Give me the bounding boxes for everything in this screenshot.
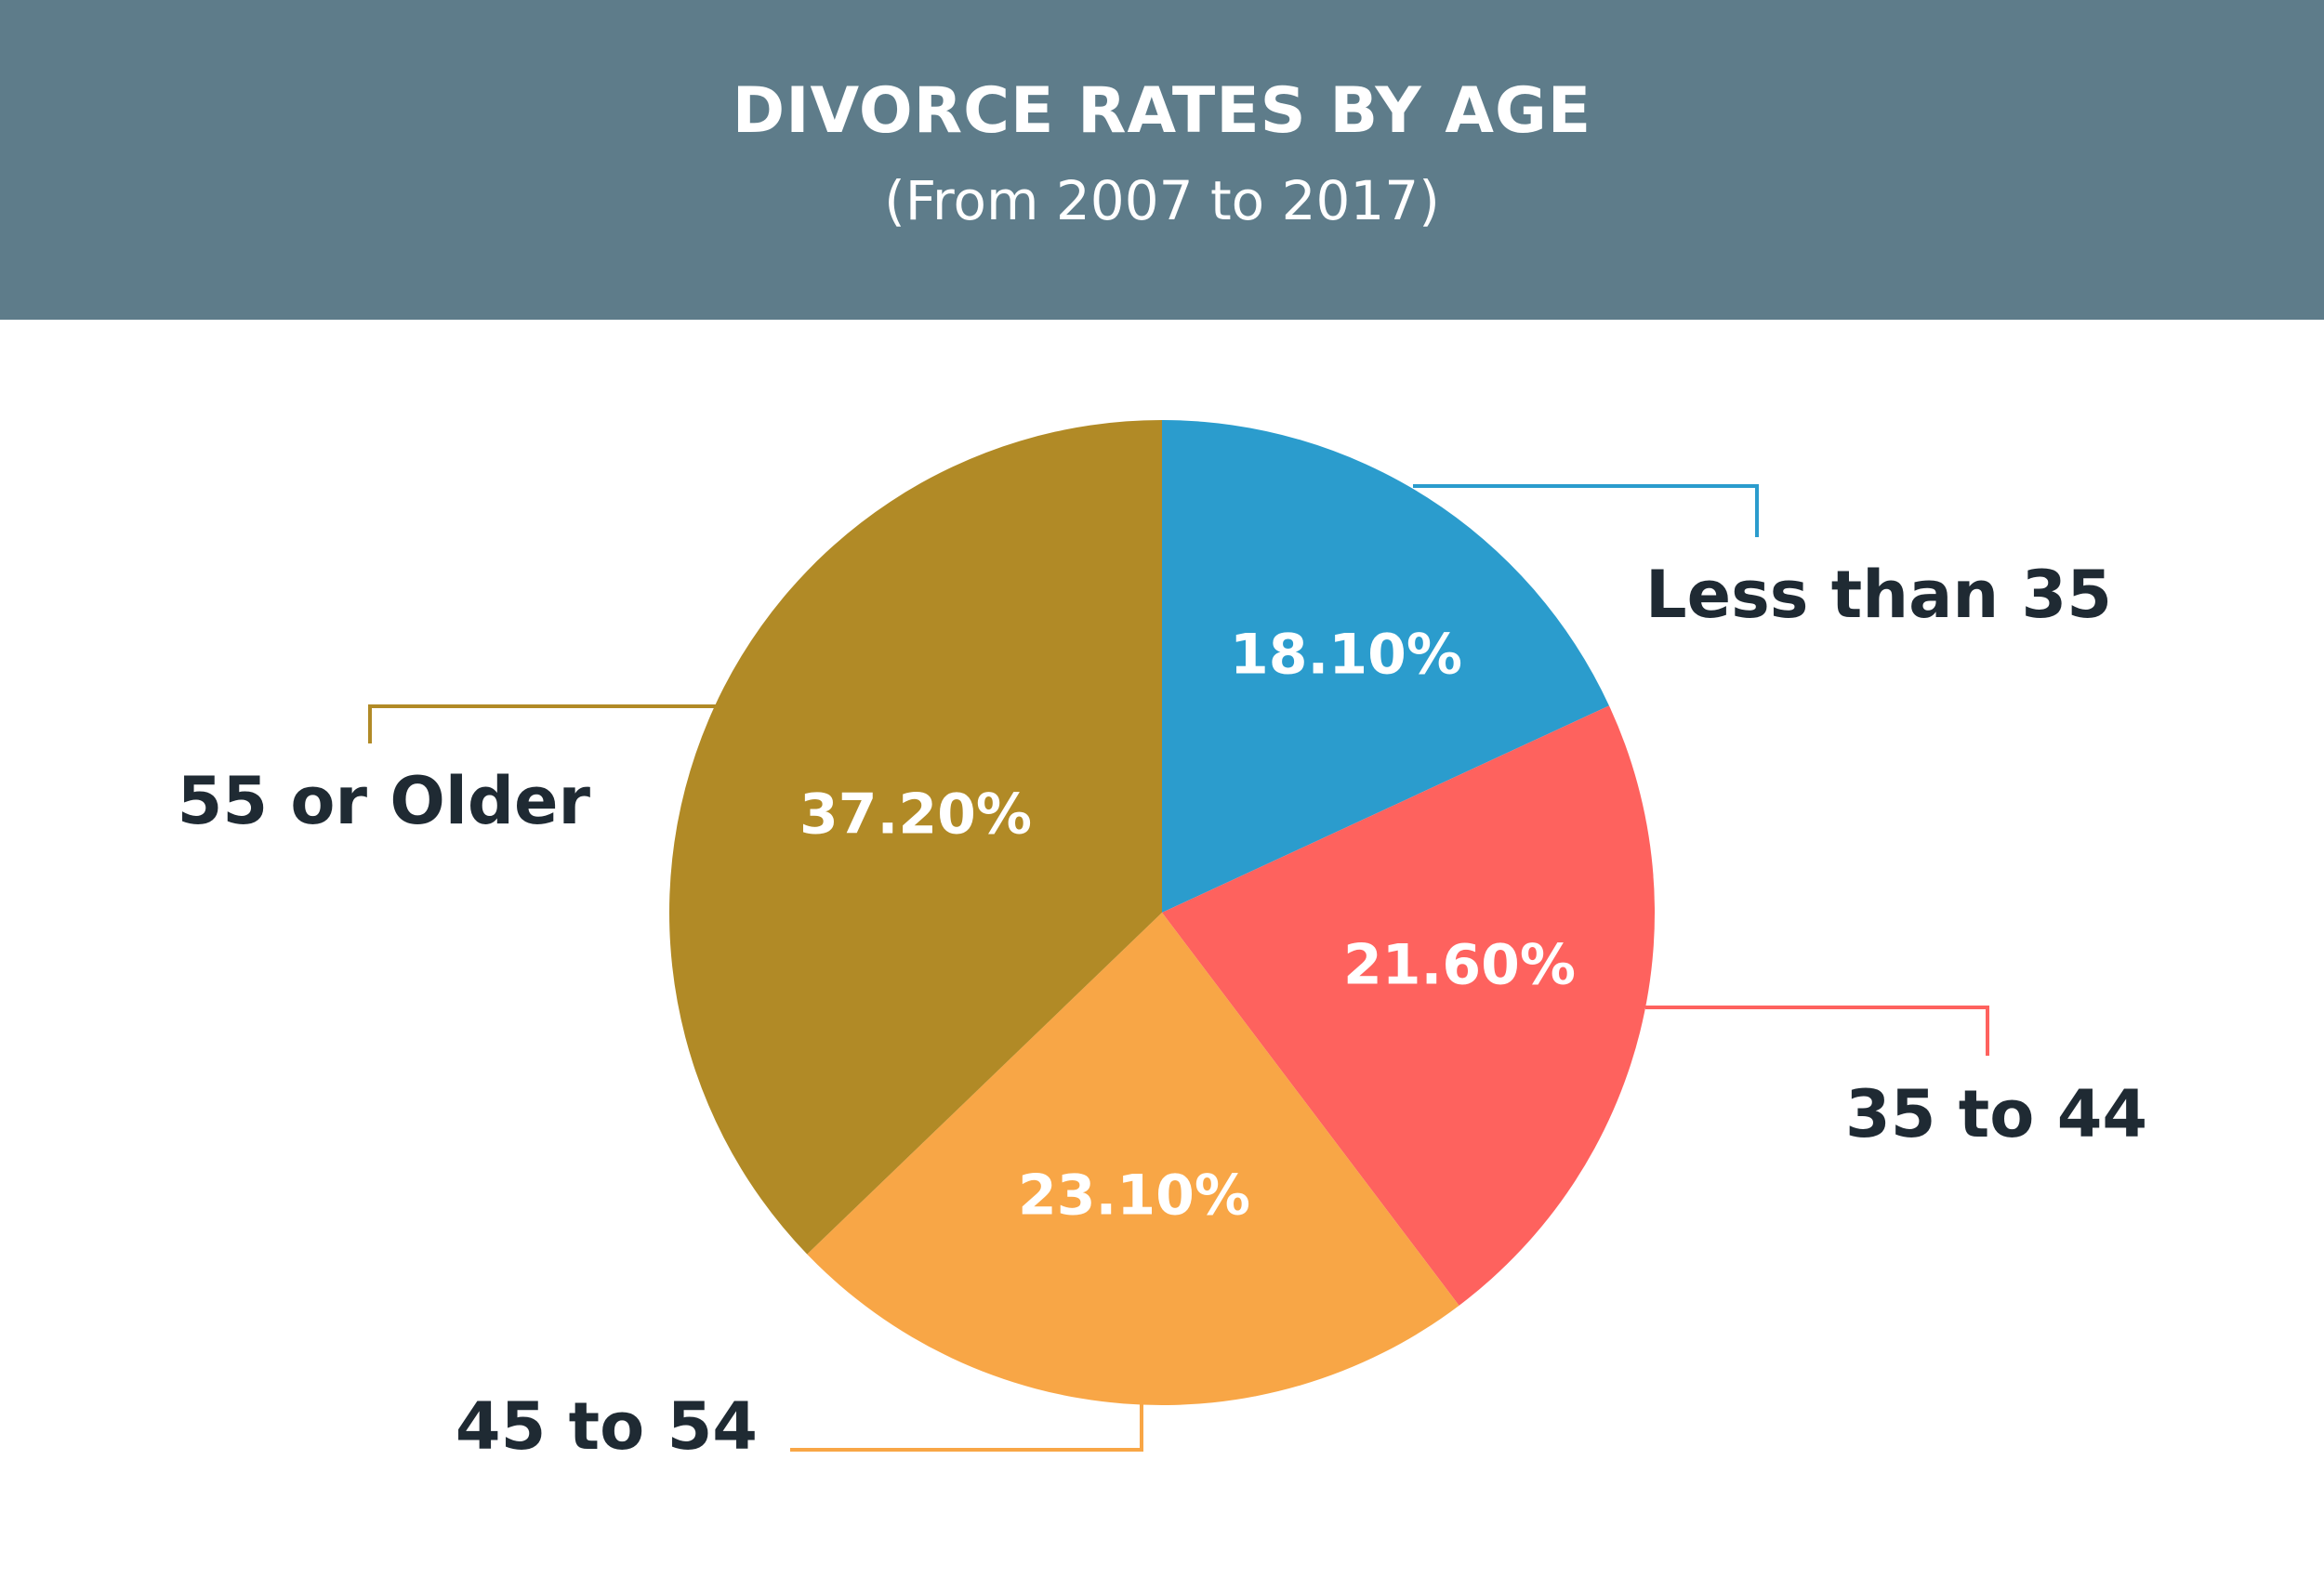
leader-line-55-or-older bbox=[368, 704, 716, 743]
chart-subtitle: (From 2007 to 2017) bbox=[884, 169, 1440, 232]
pie-slice-less-than-35 bbox=[1162, 420, 1609, 913]
slice-value-less-than-35: 18.10% bbox=[1230, 623, 1462, 688]
header-banner bbox=[0, 0, 2324, 320]
slice-category-less-than-35: Less than 35 bbox=[1645, 557, 2112, 633]
slice-category-45-to-54: 45 to 54 bbox=[456, 1388, 758, 1465]
chart-title: DIVORCE RATES BY AGE bbox=[732, 74, 1592, 148]
leader-line-less-than-35 bbox=[1413, 484, 1759, 537]
slice-value-55-or-older: 37.20% bbox=[799, 782, 1032, 848]
slice-value-35-to-44: 21.60% bbox=[1343, 933, 1576, 998]
pie-slice-55-or-older bbox=[668, 420, 1162, 1255]
pie-slice-45-to-54 bbox=[807, 913, 1459, 1405]
leader-line-35-to-44 bbox=[1645, 1006, 1989, 1056]
slice-value-45-to-54: 23.10% bbox=[1018, 1164, 1250, 1229]
pie-slice-35-to-44 bbox=[1162, 705, 1656, 1306]
slice-category-35-to-44: 35 to 44 bbox=[1845, 1076, 2147, 1152]
slice-category-55-or-older: 55 or Older bbox=[178, 763, 591, 839]
leader-line-45-to-54 bbox=[790, 1399, 1143, 1452]
